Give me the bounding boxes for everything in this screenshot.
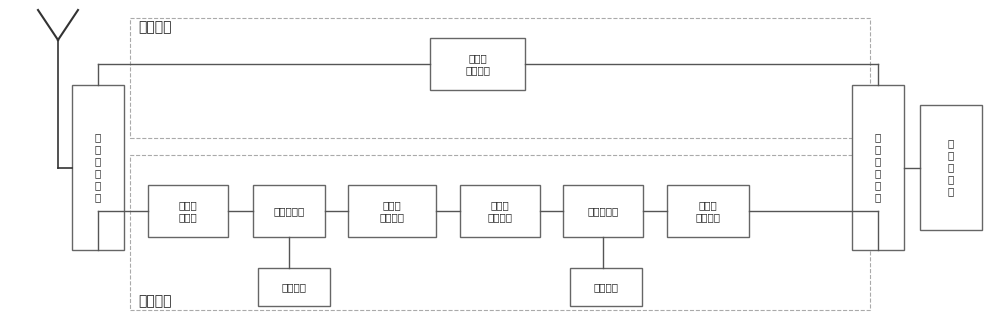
Text: 频: 频: [95, 157, 101, 166]
Text: 发射链路: 发射链路: [138, 20, 172, 34]
Text: 放大器: 放大器: [491, 200, 509, 210]
Text: 制: 制: [948, 174, 954, 184]
Bar: [852, 85, 904, 250]
Text: 放大器: 放大器: [699, 200, 717, 210]
Text: 一: 一: [95, 180, 101, 191]
Bar: [148, 185, 228, 237]
Text: 放大器: 放大器: [468, 53, 487, 63]
Bar: [667, 185, 749, 237]
Text: 解: 解: [948, 163, 954, 172]
Text: 器: 器: [948, 138, 954, 149]
Text: 第: 第: [95, 193, 101, 203]
Text: 第一本振: 第一本振: [282, 282, 306, 292]
Text: 滤波器: 滤波器: [383, 200, 401, 210]
Text: 二: 二: [875, 180, 881, 191]
Text: 第二本振: 第二本振: [594, 282, 618, 292]
Text: 第二射频: 第二射频: [696, 212, 720, 222]
Text: 第一混频器: 第一混频器: [273, 206, 305, 216]
Text: 中频声表: 中频声表: [380, 212, 404, 222]
Text: 第二混频器: 第二混频器: [587, 206, 619, 216]
Text: 射: 射: [875, 168, 881, 178]
Text: 射: 射: [95, 168, 101, 178]
Bar: [920, 105, 982, 230]
Bar: [460, 185, 540, 237]
Text: 关: 关: [95, 132, 101, 143]
Bar: [253, 185, 325, 237]
Bar: [570, 268, 642, 306]
Text: 调: 调: [948, 186, 954, 197]
Text: 频: 频: [875, 157, 881, 166]
Text: 接收链路: 接收链路: [138, 294, 172, 308]
Bar: [72, 85, 124, 250]
Text: 关: 关: [875, 132, 881, 143]
Text: 第一射频: 第一射频: [488, 212, 512, 222]
Text: 开: 开: [875, 145, 881, 155]
Bar: [348, 185, 436, 237]
Bar: [258, 268, 330, 306]
Bar: [130, 18, 870, 138]
Text: 第三射频: 第三射频: [465, 65, 490, 75]
Text: 放大器: 放大器: [179, 200, 197, 210]
Text: 调: 调: [948, 151, 954, 161]
Bar: [430, 38, 525, 90]
Text: 低噪声: 低噪声: [179, 212, 197, 222]
Bar: [563, 185, 643, 237]
Text: 开: 开: [95, 145, 101, 155]
Text: 第: 第: [875, 193, 881, 203]
Bar: [130, 155, 870, 310]
